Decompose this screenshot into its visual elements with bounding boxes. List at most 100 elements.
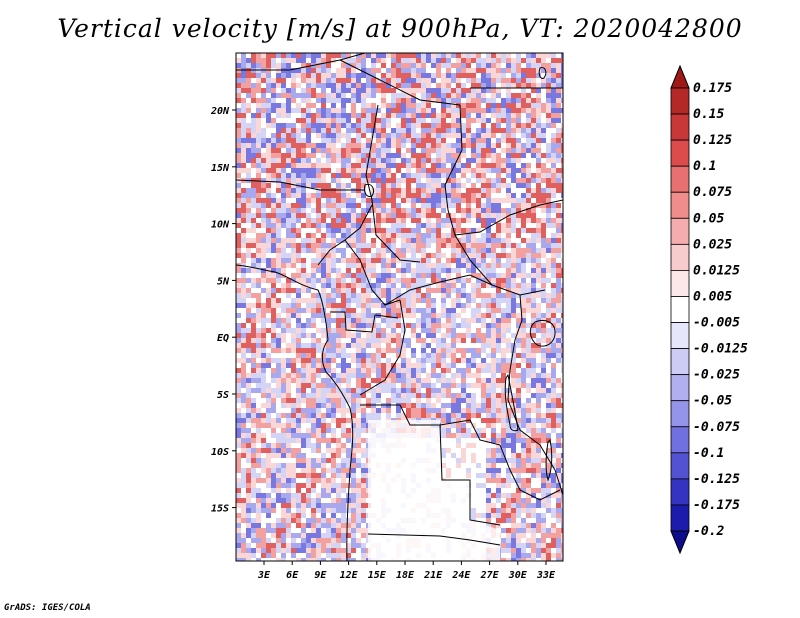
field-cell xyxy=(261,278,266,283)
field-cell xyxy=(366,168,371,173)
field-cell xyxy=(441,103,446,108)
field-cell xyxy=(516,143,521,148)
field-cell xyxy=(496,438,501,443)
field-cell xyxy=(321,428,326,433)
field-cell xyxy=(236,118,241,123)
field-cell xyxy=(501,83,506,88)
field-cell xyxy=(276,343,281,348)
field-cell xyxy=(261,203,266,208)
field-cell xyxy=(296,83,301,88)
field-cell xyxy=(291,423,296,428)
field-cell xyxy=(526,353,531,358)
field-cell xyxy=(411,238,416,243)
field-cell xyxy=(316,58,321,63)
field-cell xyxy=(461,193,466,198)
field-cell xyxy=(376,398,381,403)
field-cell xyxy=(261,493,266,498)
field-cell xyxy=(326,133,331,138)
field-cell xyxy=(316,373,321,378)
field-cell xyxy=(546,403,551,408)
field-cell xyxy=(366,298,371,303)
field-cell xyxy=(351,368,356,373)
field-cell xyxy=(476,338,481,343)
field-cell xyxy=(476,188,481,193)
field-cell xyxy=(251,133,256,138)
field-cell xyxy=(441,118,446,123)
field-cell xyxy=(506,518,511,523)
field-cell xyxy=(351,398,356,403)
field-cell xyxy=(306,333,311,338)
field-cell xyxy=(271,213,276,218)
field-cell xyxy=(371,228,376,233)
field-cell xyxy=(536,293,541,298)
field-cell xyxy=(446,133,451,138)
field-cell xyxy=(286,463,291,468)
field-cell xyxy=(246,268,251,273)
field-cell xyxy=(366,53,371,58)
field-cell xyxy=(456,143,461,148)
field-cell xyxy=(476,243,481,248)
field-cell xyxy=(386,78,391,83)
field-cell xyxy=(476,103,481,108)
field-cell xyxy=(311,93,316,98)
field-cell xyxy=(316,478,321,483)
field-cell xyxy=(261,98,266,103)
field-cell xyxy=(241,453,246,458)
field-cell xyxy=(331,448,336,453)
field-cell xyxy=(356,78,361,83)
field-cell xyxy=(471,93,476,98)
field-cell xyxy=(326,388,331,393)
field-cell xyxy=(526,468,531,473)
field-cell xyxy=(506,263,511,268)
field-cell xyxy=(441,243,446,248)
field-cell xyxy=(401,113,406,118)
field-cell xyxy=(296,188,301,193)
field-cell xyxy=(391,398,396,403)
field-cell xyxy=(361,368,366,373)
field-cell xyxy=(306,233,311,238)
field-cell xyxy=(526,208,531,213)
field-cell xyxy=(536,268,541,273)
field-cell xyxy=(481,303,486,308)
field-cell xyxy=(386,388,391,393)
field-cell xyxy=(336,118,341,123)
field-cell xyxy=(341,123,346,128)
field-cell xyxy=(536,458,541,463)
field-cell xyxy=(536,173,541,178)
field-cell xyxy=(236,463,241,468)
field-cell xyxy=(496,458,501,463)
field-cell xyxy=(296,503,301,508)
field-cell xyxy=(341,78,346,83)
field-cell xyxy=(496,403,501,408)
field-cell xyxy=(351,113,356,118)
field-cell xyxy=(281,153,286,158)
field-cell xyxy=(346,208,351,213)
field-cell xyxy=(276,183,281,188)
field-cell xyxy=(561,288,563,293)
field-cell xyxy=(286,498,291,503)
field-cell xyxy=(516,218,521,223)
field-cell xyxy=(466,428,471,433)
field-cell xyxy=(521,88,526,93)
field-cell xyxy=(471,318,476,323)
field-cell xyxy=(391,298,396,303)
field-cell xyxy=(331,223,336,228)
field-cell xyxy=(251,493,256,498)
field-cell xyxy=(416,188,421,193)
field-cell xyxy=(521,273,526,278)
field-cell xyxy=(236,333,241,338)
field-cell xyxy=(396,248,401,253)
field-cell xyxy=(276,78,281,83)
field-cell xyxy=(526,183,531,188)
field-cell xyxy=(306,438,311,443)
field-cell xyxy=(366,398,371,403)
field-cell xyxy=(526,493,531,498)
field-cell xyxy=(401,358,406,363)
field-cell xyxy=(301,383,306,388)
field-cell xyxy=(546,93,551,98)
field-cell xyxy=(251,293,256,298)
field-cell xyxy=(521,458,526,463)
field-cell xyxy=(461,83,466,88)
field-cell xyxy=(491,373,496,378)
field-cell xyxy=(336,523,341,528)
